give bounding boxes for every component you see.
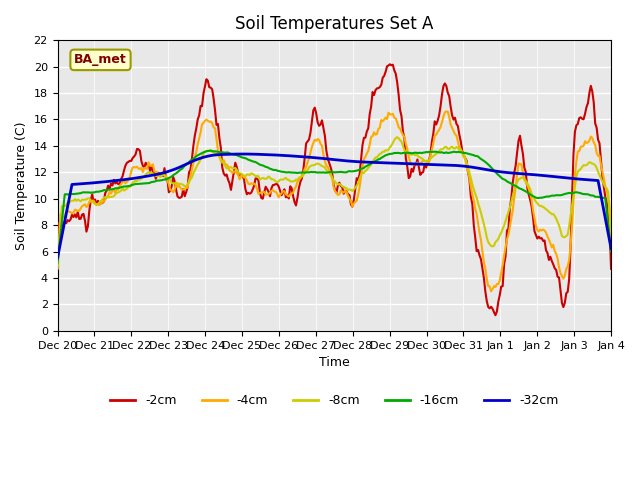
Y-axis label: Soil Temperature (C): Soil Temperature (C) bbox=[15, 121, 28, 250]
X-axis label: Time: Time bbox=[319, 356, 349, 369]
Text: BA_met: BA_met bbox=[74, 53, 127, 66]
Legend: -2cm, -4cm, -8cm, -16cm, -32cm: -2cm, -4cm, -8cm, -16cm, -32cm bbox=[105, 389, 563, 412]
Title: Soil Temperatures Set A: Soil Temperatures Set A bbox=[235, 15, 433, 33]
